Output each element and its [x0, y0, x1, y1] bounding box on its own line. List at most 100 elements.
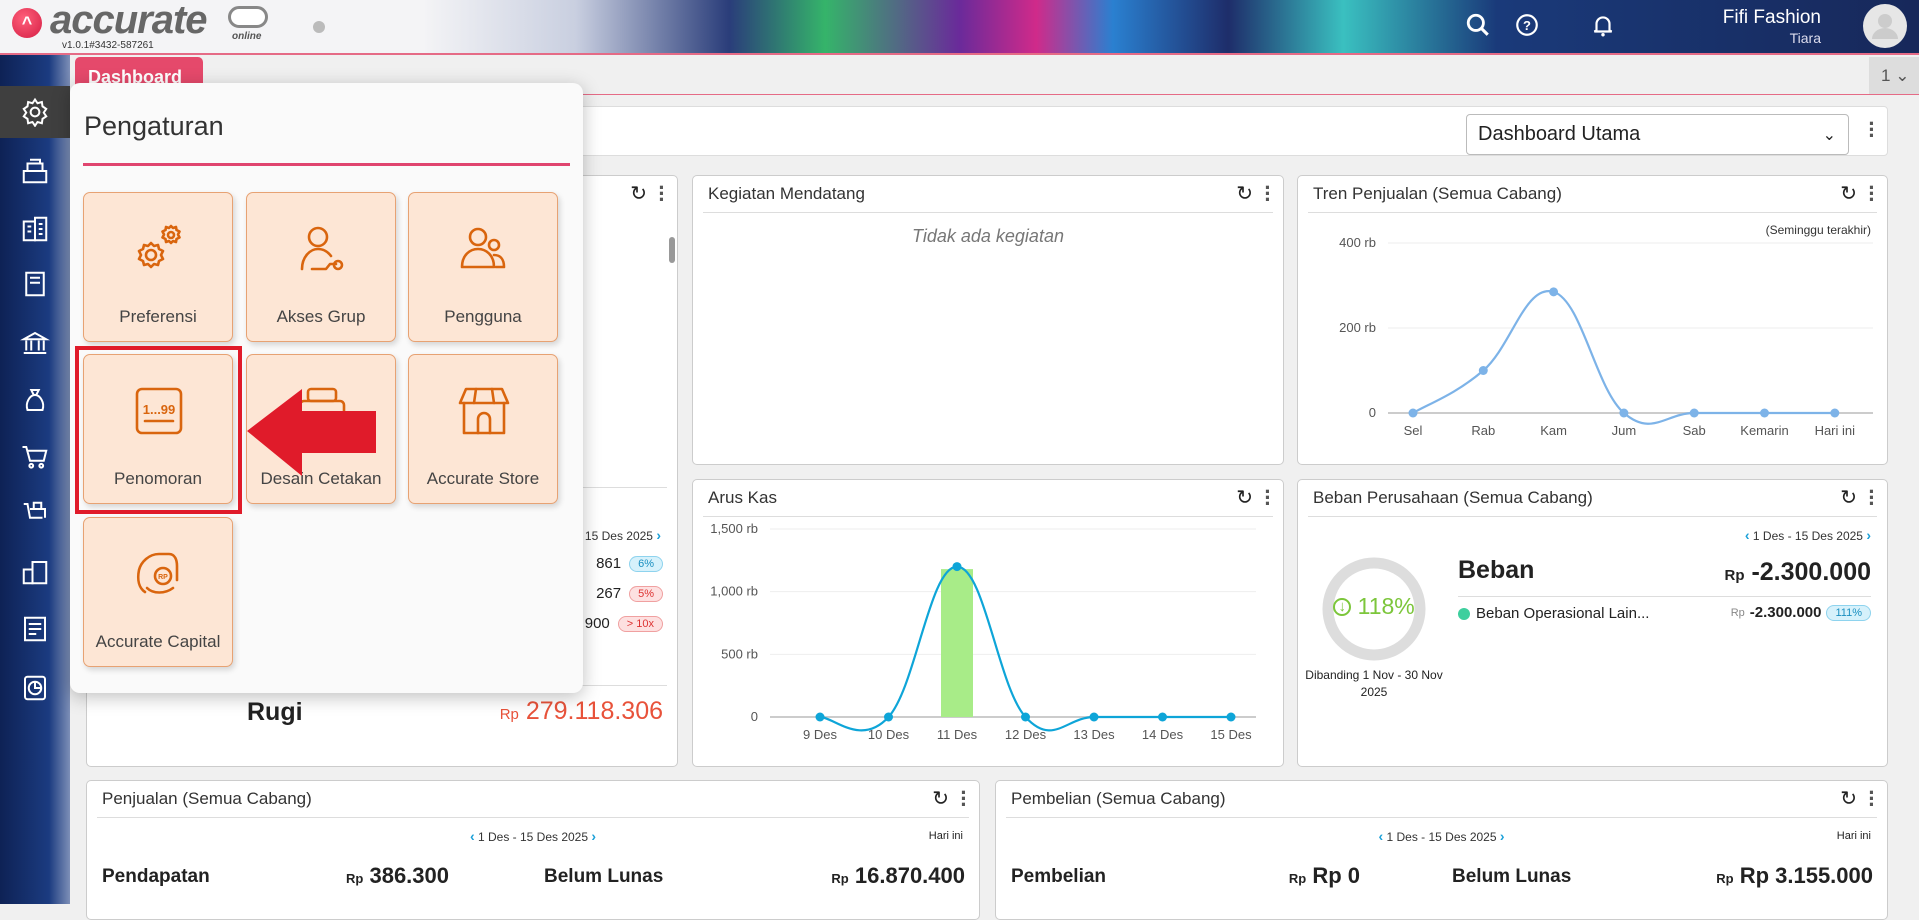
x-tick-label: Kemarin [1740, 423, 1788, 438]
expense-item[interactable]: Beban Operasional Lain... [1458, 605, 1649, 622]
svg-text:?: ? [1523, 18, 1531, 33]
x-tick-label: 11 Des [937, 727, 978, 742]
expense-item-value: Rp -2.300.000 111% [1731, 604, 1871, 621]
more-icon[interactable]: · · · [1264, 175, 1272, 212]
refresh-icon[interactable]: ↻ [1236, 487, 1253, 509]
help-icon[interactable]: ? [1514, 12, 1540, 38]
refresh-icon[interactable]: ↻ [1840, 487, 1857, 509]
more-icon[interactable]: · · · [658, 175, 666, 212]
purchase-card: Pembelian (Semua Cabang) ↻ · · · ‹ 1 Des - … [995, 780, 1888, 920]
sidebar-item-bank[interactable] [0, 317, 70, 369]
accurate-logo-icon: ^ [12, 8, 42, 38]
divider [83, 163, 570, 166]
tile-akses-grup[interactable]: Akses Grup [246, 192, 396, 342]
tax-icon [24, 616, 46, 642]
refresh-icon[interactable]: ↻ [1840, 183, 1857, 205]
data-point [1408, 408, 1418, 418]
result-label: Rugi [247, 698, 303, 726]
more-icon[interactable]: · · · [1868, 479, 1876, 516]
sidebar-item-ledger[interactable] [0, 258, 70, 310]
card-title: Kegiatan Mendatang [708, 184, 865, 203]
tile-accurate-store[interactable]: Accurate Store [408, 354, 558, 504]
tile-pengguna[interactable]: Pengguna [408, 192, 558, 342]
status-dot [313, 21, 325, 33]
tab-page-selector[interactable]: 1 ⌄ [1869, 57, 1919, 94]
expenses-card: Beban Perusahaan (Semua Cabang) ↻ · · · ‹ 1… [1297, 479, 1888, 767]
expense-total: Rp -2.300.000 [1724, 558, 1872, 586]
empty-state: Tidak ada kegiatan [912, 226, 1064, 246]
refresh-icon[interactable]: ↻ [1840, 788, 1857, 810]
scrollbar[interactable] [669, 221, 675, 471]
x-tick-label: Rab [1471, 423, 1495, 438]
date-range-nav[interactable]: ‹ 1 Des - 15 Des 2025 › [1378, 828, 1505, 844]
gear-icon [22, 97, 48, 127]
refresh-icon[interactable]: ↻ [932, 788, 949, 810]
sidebar-item-inventory[interactable] [0, 546, 70, 598]
more-icon[interactable]: · · · [1868, 175, 1876, 212]
x-tick-label: 12 Des [1005, 727, 1047, 742]
sidebar-item-purchase[interactable] [0, 488, 70, 540]
period-note: (Seminggu terakhir) [1765, 223, 1871, 237]
today-label: Hari ini [928, 830, 963, 842]
refresh-icon[interactable]: ↻ [1236, 183, 1253, 205]
search-icon[interactable] [1465, 12, 1491, 38]
date-range-nav[interactable]: ‹ 1 Des - 15 Des 2025 › [1744, 527, 1871, 543]
series-line [1412, 290, 1835, 425]
unpaid-value: Rp 16.870.400 [831, 863, 965, 888]
unpaid-label: Belum Lunas [1452, 866, 1572, 887]
data-point [1549, 287, 1559, 297]
sidebar-item-sales[interactable] [0, 431, 70, 483]
more-icon[interactable]: · · · [1264, 479, 1272, 516]
sidebar-item-tax[interactable] [0, 603, 70, 655]
user-key-icon [300, 226, 344, 271]
data-point [1089, 712, 1099, 722]
arrow-left-icon [247, 389, 376, 476]
tile-accurate-capital[interactable]: RP Accurate Capital [83, 517, 233, 667]
sales-trend-card: Tren Penjualan (Semua Cabang) ↻ · · · (Semi… [1297, 175, 1888, 465]
chevron-down-icon: ⌄ [1895, 66, 1910, 85]
version-label: v1.0.1#3432-587261 [62, 40, 154, 51]
data-point [1226, 712, 1236, 722]
store-icon [458, 387, 510, 435]
lr-row: 861 6% [596, 555, 663, 572]
bank-icon [20, 331, 50, 354]
sidebar-item-sales-register[interactable] [0, 145, 70, 197]
chevron-left-icon: ‹ [1744, 527, 1750, 543]
more-icon[interactable]: · · · [1868, 780, 1876, 817]
y-tick-label: 200 rb [1339, 320, 1376, 335]
expense-label: Beban [1458, 556, 1535, 584]
card-title: Pembelian (Semua Cabang) [1011, 789, 1226, 808]
sidebar-item-settings[interactable] [0, 86, 70, 138]
chevron-right-icon: › [656, 527, 661, 543]
data-point [1830, 408, 1840, 418]
company-name[interactable]: Fifi Fashion [1722, 7, 1821, 28]
sidebar-item-receivable[interactable] [0, 374, 70, 426]
sales-card: Penjualan (Semua Cabang) ↻ · · · ‹ 1 Des - … [86, 780, 980, 920]
date-range-nav[interactable]: ‹ 1 Des - 15 Des 2025 › [469, 828, 597, 844]
data-point [1478, 366, 1488, 375]
x-tick-label: Sab [1683, 423, 1706, 438]
chevron-down-icon: ⌄ [1822, 127, 1836, 144]
bell-icon[interactable] [1590, 12, 1616, 38]
data-point [1021, 712, 1030, 722]
expense-donut [1322, 557, 1426, 661]
lr-row: 267 5% [596, 585, 663, 602]
building-icon [22, 216, 48, 242]
sidebar-item-company[interactable] [0, 203, 70, 255]
x-tick-label: Sel [1404, 423, 1423, 438]
more-icon[interactable]: · · · [1868, 111, 1876, 148]
purchase-icon [23, 501, 46, 519]
avatar[interactable] [1863, 4, 1907, 48]
tile-penomoran[interactable]: 1...99 Penomoran [83, 354, 233, 504]
sidebar-item-reports[interactable] [0, 662, 70, 714]
card-title: Beban Perusahaan (Semua Cabang) [1313, 488, 1593, 507]
y-tick-label: 1,500 rb [710, 521, 758, 536]
dashboard-select-value: Dashboard Utama [1478, 123, 1641, 145]
y-tick-label: 1,000 rb [710, 584, 758, 599]
popup-title: Pengaturan [84, 111, 224, 141]
dashboard-select[interactable]: Dashboard Utama ⌄ [1466, 114, 1849, 155]
refresh-icon[interactable]: ↻ [630, 183, 647, 205]
tile-preferensi[interactable]: Preferensi [83, 192, 233, 342]
book-icon [25, 271, 45, 297]
more-icon[interactable]: · · · [960, 780, 968, 817]
